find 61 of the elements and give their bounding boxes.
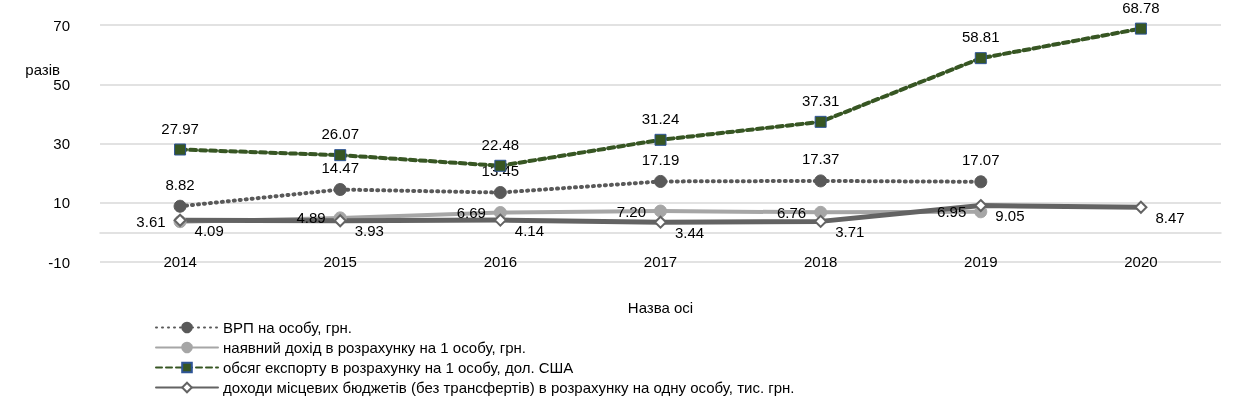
point bbox=[493, 186, 507, 200]
data-label: 17.07 bbox=[962, 151, 1000, 169]
x-tick-label: 2015 bbox=[323, 253, 357, 270]
data-label: 4.09 bbox=[194, 221, 224, 239]
point bbox=[974, 199, 988, 213]
point bbox=[654, 133, 667, 146]
point bbox=[814, 115, 827, 128]
x-axis-title: Назва осі bbox=[627, 299, 694, 316]
point bbox=[493, 213, 507, 227]
data-label: 7.20 bbox=[616, 202, 646, 220]
y-tick-label: 30 bbox=[53, 135, 70, 152]
point bbox=[1134, 200, 1148, 214]
data-label: 3.71 bbox=[835, 222, 865, 240]
data-label: 6.76 bbox=[776, 203, 807, 221]
y-tick-label: 70 bbox=[53, 16, 70, 34]
point bbox=[654, 174, 667, 188]
point bbox=[333, 183, 347, 196]
point bbox=[974, 175, 988, 189]
point bbox=[814, 214, 828, 228]
legend-label: обсяг експорту в розрахунку на 1 особу, дол. США bbox=[223, 359, 574, 376]
data-label: 3.61 bbox=[136, 213, 166, 231]
data-label: 27.97 bbox=[161, 119, 199, 137]
x-tick-label: 2020 bbox=[1124, 253, 1158, 270]
point bbox=[654, 204, 667, 218]
data-label: 3.93 bbox=[354, 222, 384, 240]
data-label: 14.47 bbox=[321, 159, 359, 177]
y-tick-label: 10 bbox=[53, 194, 70, 212]
point bbox=[814, 205, 828, 219]
data-label: 58.81 bbox=[962, 28, 1000, 46]
data-label: 9.05 bbox=[995, 207, 1025, 225]
x-tick-label: 2016 bbox=[483, 253, 518, 270]
legend-label: ВРП на особу, грн. bbox=[223, 319, 352, 336]
data-label: 68.78 bbox=[1122, 0, 1160, 16]
data-label: 26.07 bbox=[321, 125, 359, 143]
data-label: 22.48 bbox=[481, 135, 520, 153]
point bbox=[654, 215, 667, 229]
data-label: 37.31 bbox=[801, 91, 840, 109]
data-label: 17.37 bbox=[801, 150, 840, 168]
legend-label: доходи місцевих бюджетів (без трансфертів) в розрахунку на одну особу, тис. грн. bbox=[223, 379, 795, 396]
point bbox=[974, 52, 987, 65]
y-tick-label: -10 bbox=[48, 253, 70, 271]
data-label: 6.69 bbox=[456, 204, 486, 222]
data-label: 6.95 bbox=[937, 203, 967, 221]
point bbox=[1134, 22, 1147, 35]
y-tick-label: 50 bbox=[53, 75, 70, 93]
data-label: 8.82 bbox=[165, 175, 195, 193]
point bbox=[173, 199, 187, 213]
x-tick-label: 2017 bbox=[643, 253, 678, 270]
point bbox=[174, 143, 187, 156]
x-tick-label: 2019 bbox=[964, 253, 998, 270]
data-label: 3.44 bbox=[675, 223, 705, 241]
data-label: 4.14 bbox=[514, 221, 545, 239]
y-axis-title: разів bbox=[25, 60, 61, 78]
data-label: 31.24 bbox=[641, 109, 680, 127]
data-label: 17.19 bbox=[641, 150, 680, 168]
x-tick-label: 2018 bbox=[803, 253, 838, 270]
data-label: 8.47 bbox=[1155, 208, 1185, 226]
x-tick-label: 2014 bbox=[163, 253, 197, 270]
legend-label: наявний дохід в розрахунку на 1 особу, грн. bbox=[223, 339, 527, 356]
point bbox=[334, 149, 347, 162]
point bbox=[814, 174, 828, 188]
